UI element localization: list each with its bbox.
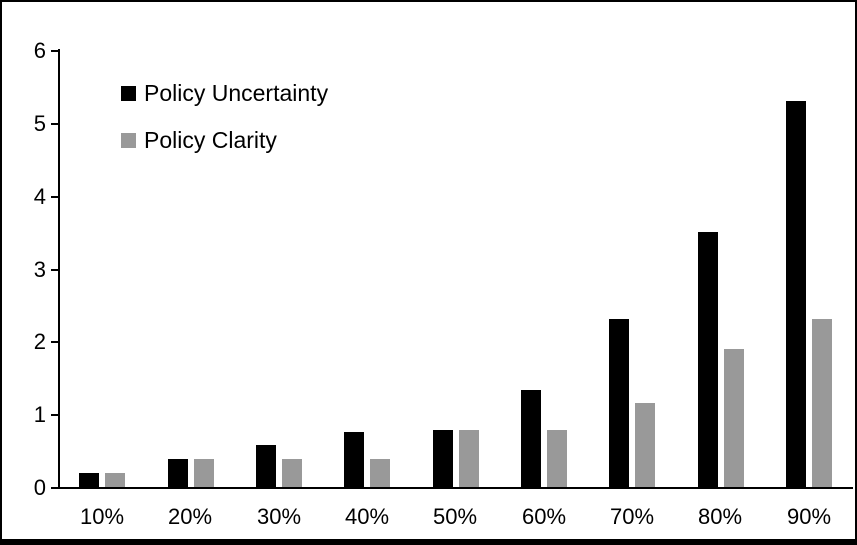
x-label-40pct: 40%: [344, 504, 390, 529]
bar-policy-uncertainty-80pct: [698, 232, 718, 487]
x-label-20pct: 20%: [167, 504, 213, 529]
bar-policy-uncertainty-30pct: [256, 445, 276, 487]
x-label-90pct: 90%: [786, 504, 832, 529]
x-axis: [58, 487, 853, 489]
legend-swatch-policy-clarity: [121, 133, 136, 148]
bar-policy-uncertainty-60pct: [521, 390, 541, 487]
y-tick-5: [51, 123, 58, 125]
legend-item-policy-clarity: Policy Clarity: [121, 128, 328, 153]
y-axis: [58, 49, 60, 489]
bar-policy-clarity-90pct: [812, 319, 832, 487]
bar-policy-clarity-40pct: [370, 459, 390, 487]
x-label-60pct: 60%: [521, 504, 567, 529]
legend: Policy Uncertainty Policy Clarity: [121, 81, 328, 175]
y-tick-label-6: 6: [33, 38, 46, 63]
y-tick-0: [51, 487, 58, 489]
bar-policy-uncertainty-40pct: [344, 432, 364, 487]
legend-label-policy-clarity: Policy Clarity: [144, 127, 277, 153]
y-tick-1: [51, 414, 58, 416]
y-tick-2: [51, 341, 58, 343]
y-tick-label-5: 5: [33, 111, 46, 136]
x-label-50pct: 50%: [432, 504, 478, 529]
bar-policy-uncertainty-90pct: [786, 101, 806, 487]
y-tick-4: [51, 196, 58, 198]
legend-swatch-policy-uncertainty: [121, 86, 136, 101]
bar-policy-clarity-20pct: [194, 459, 214, 487]
bar-policy-clarity-70pct: [635, 403, 655, 487]
y-tick-label-3: 3: [33, 257, 46, 282]
legend-item-policy-uncertainty: Policy Uncertainty: [121, 81, 328, 106]
y-tick-label-4: 4: [33, 184, 46, 209]
x-label-30pct: 30%: [256, 504, 302, 529]
x-label-80pct: 80%: [697, 504, 743, 529]
bar-policy-clarity-10pct: [105, 473, 125, 487]
bar-policy-uncertainty-10pct: [79, 473, 99, 487]
bar-policy-clarity-80pct: [724, 349, 744, 487]
y-tick-label-1: 1: [33, 402, 46, 427]
x-label-70pct: 70%: [609, 504, 655, 529]
bar-policy-uncertainty-20pct: [168, 459, 188, 487]
bar-policy-uncertainty-70pct: [609, 319, 629, 487]
bar-policy-uncertainty-50pct: [433, 430, 453, 487]
x-label-10pct: 10%: [79, 504, 125, 529]
y-tick-6: [51, 50, 58, 52]
bar-policy-clarity-30pct: [282, 459, 302, 487]
legend-label-policy-uncertainty: Policy Uncertainty: [144, 80, 329, 106]
y-tick-label-2: 2: [33, 329, 46, 354]
y-tick-label-0: 0: [33, 475, 46, 500]
bar-policy-clarity-60pct: [547, 430, 567, 487]
bar-policy-clarity-50pct: [459, 430, 479, 487]
y-tick-3: [51, 269, 58, 271]
